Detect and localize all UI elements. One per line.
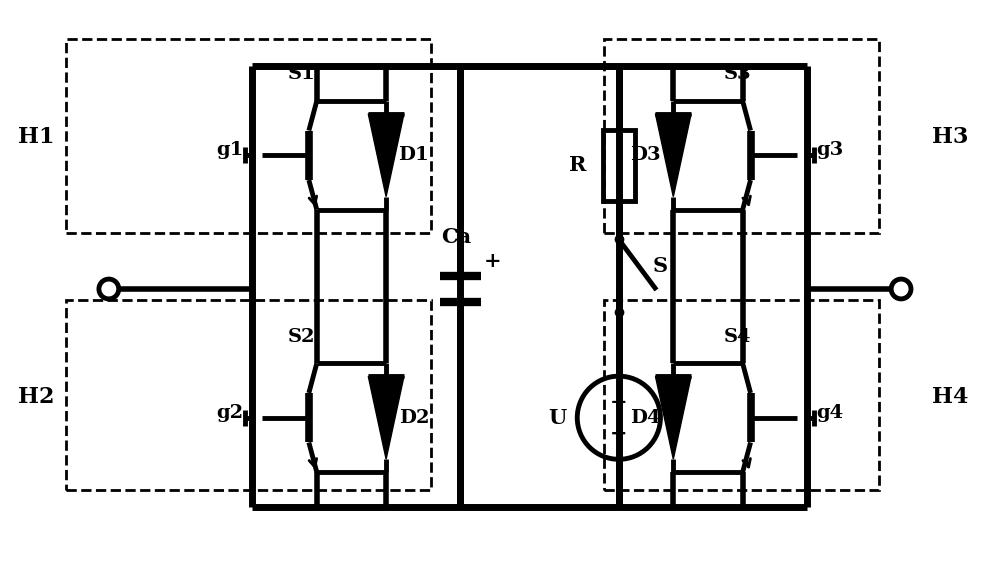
Text: R: R	[569, 155, 586, 175]
Bar	[66, 300, 431, 490]
Text: H4: H4	[932, 386, 969, 408]
Text: S1: S1	[288, 65, 316, 83]
Text: D1: D1	[398, 146, 429, 164]
Text: D4: D4	[630, 409, 661, 426]
Text: S4: S4	[724, 328, 751, 346]
Text: D2: D2	[399, 409, 429, 426]
Text: g4: g4	[816, 404, 843, 422]
Text: g3: g3	[816, 141, 843, 160]
Bar	[603, 130, 635, 201]
Text: U: U	[548, 408, 567, 428]
Text: g2: g2	[216, 404, 243, 422]
Circle shape	[99, 279, 119, 299]
Text: H3: H3	[932, 126, 969, 149]
Polygon shape	[655, 377, 691, 459]
Text: g1: g1	[216, 141, 243, 160]
Text: +: +	[483, 251, 501, 272]
Text: S2: S2	[288, 328, 316, 346]
Polygon shape	[368, 377, 404, 459]
Bar	[604, 40, 879, 232]
Circle shape	[577, 376, 660, 459]
Text: D3: D3	[630, 146, 661, 164]
Text: S3: S3	[724, 65, 751, 83]
Text: Ca: Ca	[441, 227, 471, 247]
Polygon shape	[368, 114, 404, 197]
Text: H2: H2	[18, 386, 55, 408]
Polygon shape	[655, 114, 691, 197]
Text: H1: H1	[18, 126, 55, 149]
Text: −: −	[610, 424, 628, 444]
Text: S: S	[653, 255, 668, 276]
Text: +: +	[610, 392, 628, 412]
Circle shape	[891, 279, 911, 299]
Bar	[604, 300, 879, 490]
Bar	[66, 40, 431, 232]
